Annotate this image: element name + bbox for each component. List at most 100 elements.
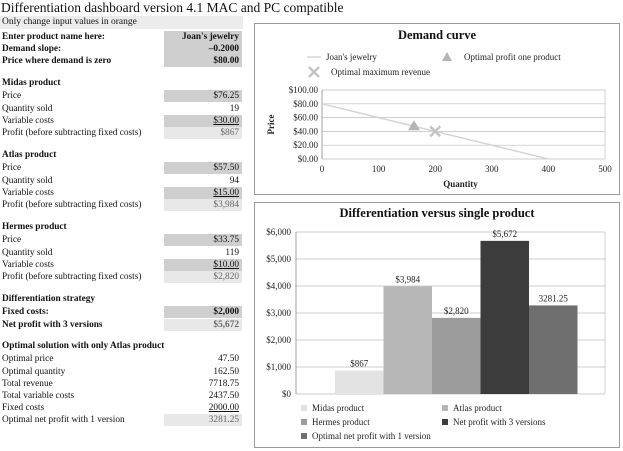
y-tick-label: $40.00 — [293, 126, 318, 136]
x-tick-label: 100 — [372, 164, 386, 174]
input-row-value[interactable]: $80.00 — [164, 55, 242, 68]
legend-label: Hermes product — [312, 417, 370, 427]
data-row-value: 19 — [229, 103, 239, 114]
data-row-label: Profit (before subtracting fixed costs) — [2, 199, 142, 210]
data-row-label: Optimal quantity — [2, 366, 66, 377]
y-tick-label: $0.00 — [298, 154, 319, 164]
input-row-label: Price where demand is zero — [2, 56, 112, 67]
data-row-value[interactable]: $76.25 — [164, 90, 242, 103]
bar-value-label: $3,984 — [395, 274, 420, 284]
instruction-note: Only change input values in orange — [0, 16, 243, 29]
input-row-label: Demand slope: — [2, 44, 62, 55]
bar — [529, 305, 578, 394]
legend-label: Midas product — [312, 403, 365, 413]
data-row: Fixed costs 2000.00 — [0, 402, 243, 414]
y-tick-label: $2,000 — [266, 335, 291, 345]
data-row-value: 7718.75 — [208, 378, 239, 389]
data-row-label: Quantity sold — [2, 175, 53, 186]
y-axis-label: Price — [266, 115, 276, 135]
data-row-value[interactable]: $10.00 — [164, 258, 242, 271]
data-row-label: Quantity sold — [2, 103, 53, 114]
x-tick-label: 200 — [428, 164, 442, 174]
bar — [480, 240, 529, 394]
section-heading-label: Hermes product — [2, 222, 67, 233]
differentiation-chart: $0 $1,000 $2,000 $3,000 $4,000 $5,000 $6,000 $8… — [266, 227, 606, 441]
data-row-label: Variable costs — [2, 187, 54, 198]
section-heading: Midas product — [0, 77, 243, 89]
input-row: Demand slope: –0.2000 — [0, 43, 243, 56]
data-row: Optimal net profit with 1 version 3281.25 — [0, 414, 243, 427]
data-row-value: 94 — [229, 175, 239, 186]
y-tick-label: $4,000 — [266, 281, 291, 291]
y-tick-label: $20.00 — [293, 140, 318, 150]
data-row-label: Profit (before subtracting fixed costs) — [2, 271, 142, 282]
x-tick-label: 300 — [485, 164, 499, 174]
legend-label: Optimal profit one product — [464, 52, 561, 62]
data-row-label: Total variable costs — [2, 391, 75, 401]
differentiation-title: Differentiation versus single product — [339, 206, 535, 220]
data-row-label: Profit (before subtracting fixed costs) — [2, 127, 142, 138]
legend-cross-swatch — [308, 66, 320, 78]
data-row-value[interactable]: $15.00 — [164, 186, 242, 199]
bar-value-label: $2,820 — [444, 306, 469, 316]
data-row-label: Price — [2, 91, 22, 102]
section-heading-label: Optimal solution with only Atlas product — [2, 341, 165, 352]
data-row: Price $57.50 — [0, 162, 243, 175]
section-heading-label: Atlas product — [2, 150, 57, 161]
data-row: Optimal quantity 162.50 — [0, 366, 243, 378]
data-row-label: Price — [2, 163, 22, 174]
input-row-value[interactable]: –0.2000 — [164, 43, 242, 56]
data-row-value: $2,820 — [164, 270, 242, 283]
data-row: Fixed costs: $2,000 — [0, 306, 243, 319]
x-tick-label: 400 — [542, 164, 556, 174]
legend-swatch — [301, 433, 307, 439]
data-row-value: 162.50 — [213, 366, 239, 377]
data-row-label: Optimal net profit with 1 version — [2, 415, 125, 426]
legend-label: Optimal net profit with 1 version — [312, 431, 431, 441]
y-tick-label: $80.00 — [293, 99, 318, 109]
data-row-value: 47.50 — [218, 354, 239, 365]
data-row-value: $867 — [164, 126, 242, 139]
data-row-value: 119 — [225, 247, 239, 258]
legend-swatch — [442, 405, 448, 411]
demand-curve-panel: Demand curve Joan's jewelry Optimal profi… — [254, 23, 620, 195]
data-row-label: Total revenue — [2, 378, 53, 389]
bar — [383, 286, 432, 394]
bar — [432, 317, 481, 394]
input-row-label: Enter product name here: — [2, 32, 106, 42]
data-row-label: Variable costs — [2, 259, 54, 270]
data-row-value[interactable]: $57.50 — [164, 162, 242, 175]
legend-swatch — [301, 405, 307, 411]
legend-swatch — [442, 419, 448, 425]
data-row: Quantity sold 19 — [0, 103, 243, 115]
data-row-value[interactable]: $30.00 — [164, 114, 242, 127]
data-row-value[interactable]: $33.75 — [164, 234, 242, 247]
demand-curve-title: Demand curve — [397, 28, 477, 42]
y-tick-label: $3,000 — [266, 308, 291, 318]
data-row: Variable costs $30.00 — [0, 114, 243, 127]
input-row: Enter product name here: Joan's jewelry — [0, 31, 243, 43]
legend-label: Joan's jewelry — [326, 52, 377, 62]
bar — [335, 370, 384, 394]
data-row-value[interactable]: $2,000 — [164, 306, 242, 319]
section-heading: Optimal solution with only Atlas product — [0, 340, 243, 352]
x-tick-label: 500 — [598, 164, 612, 174]
input-row-value[interactable]: Joan's jewelry — [164, 31, 242, 43]
data-row-label: Quantity sold — [2, 247, 53, 258]
section-heading: Differentiation strategy — [0, 293, 243, 305]
data-row-value: 2437.50 — [208, 391, 239, 401]
data-row: Net profit with 3 versions $5,672 — [0, 318, 243, 331]
data-row: Profit (before subtracting fixed costs) $… — [0, 126, 243, 139]
data-row: Total variable costs 2437.50 — [0, 390, 243, 402]
section-heading: Hermes product — [0, 221, 243, 233]
data-row-label: Optimal price — [2, 354, 54, 365]
data-row-label: Fixed costs — [2, 403, 45, 414]
data-row: Quantity sold 94 — [0, 175, 243, 187]
data-row: Variable costs $10.00 — [0, 258, 243, 271]
section-heading-label: Midas product — [2, 78, 61, 89]
y-tick-label: $1,000 — [266, 362, 291, 372]
y-tick-label: $60.00 — [293, 113, 318, 123]
data-row: Profit (before subtracting fixed costs) $… — [0, 198, 243, 211]
data-row-value: $3,984 — [164, 198, 242, 211]
legend-triangle-swatch — [442, 52, 452, 61]
